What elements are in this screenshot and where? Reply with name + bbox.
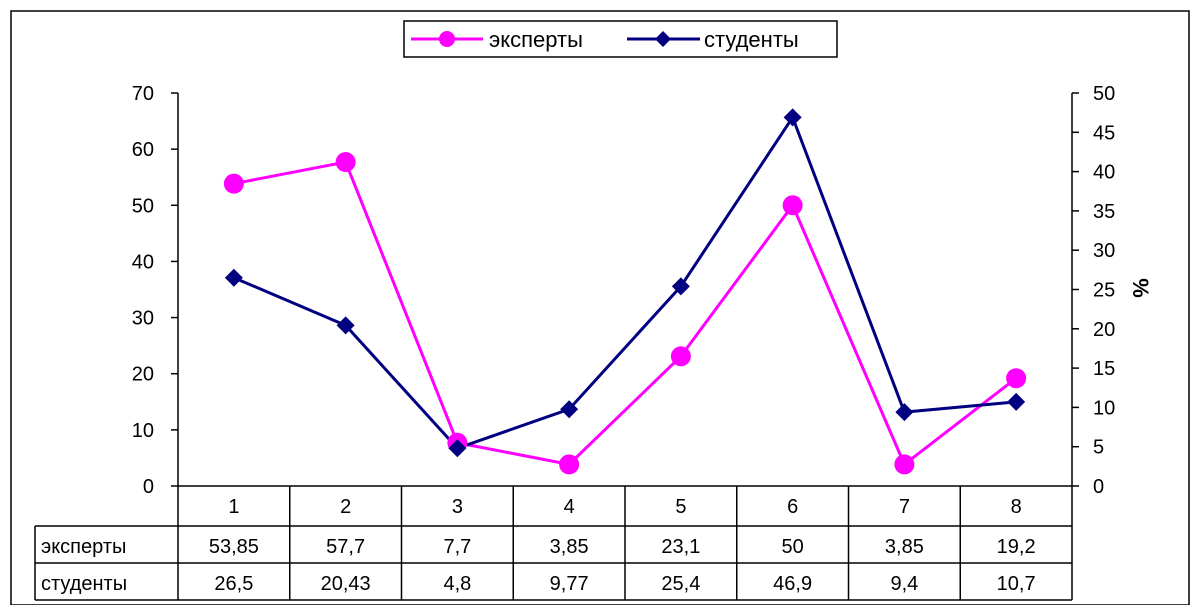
- y-right-tick-label: 5: [1093, 437, 1104, 459]
- y-right-tick-label: 50: [1093, 83, 1115, 105]
- table-cell: 19,2: [997, 536, 1036, 558]
- point-students: [336, 316, 355, 335]
- y-left-tick-label: 20: [132, 364, 154, 386]
- table-cell: 10,7: [997, 573, 1036, 595]
- table-cell: 46,9: [773, 573, 812, 595]
- point-experts: [223, 173, 244, 194]
- table-cell: 4,8: [443, 573, 471, 595]
- point-students: [783, 108, 802, 127]
- legend: эксперты студенты: [403, 20, 838, 58]
- x-tick-label: 4: [564, 496, 575, 518]
- x-tick-label: 5: [675, 496, 686, 518]
- point-students: [671, 277, 690, 296]
- y-left-tick-label: 0: [143, 476, 154, 498]
- x-tick-label: 1: [228, 496, 239, 518]
- table-row-label: студенты: [41, 573, 127, 595]
- series-line-students: [233, 114, 1017, 451]
- table-cell: 23,1: [661, 536, 700, 558]
- point-experts: [782, 195, 803, 216]
- point-experts: [559, 454, 580, 475]
- data-table: 1 2 3 4 5 6 7 8 эксперты 53,85 57,7 7,7 3,85 23,1 50 3,…: [34, 485, 1073, 601]
- x-tick-label: 2: [340, 496, 351, 518]
- series-line-experts: [233, 160, 1018, 467]
- table-cell: 53,85: [209, 536, 259, 558]
- table-cell: 7,7: [443, 536, 471, 558]
- table-cell: 3,85: [550, 536, 589, 558]
- y-left-tick-label: 10: [132, 420, 154, 442]
- y-right-tick-label: 25: [1093, 280, 1115, 302]
- point-students: [224, 268, 243, 287]
- y-left-tick-label: 70: [132, 83, 154, 105]
- table-cell: 57,7: [326, 536, 365, 558]
- y-right-tick-label: 45: [1093, 122, 1115, 144]
- y-right-tick-label: 0: [1093, 476, 1104, 498]
- table-cell: 26,5: [214, 573, 253, 595]
- chart-area: [10, 10, 1190, 605]
- y-right-tick-label: 20: [1093, 319, 1115, 341]
- y-right-tick-label: 35: [1093, 201, 1115, 223]
- y-left-tick-label: 40: [132, 251, 154, 273]
- table-cell: 25,4: [661, 573, 700, 595]
- axes: 0 10 20 30 40 50 60 70 0 5 10 15 20 25 30 35 40 45 50: [132, 83, 1116, 498]
- point-experts: [894, 454, 915, 475]
- point-experts: [335, 152, 356, 173]
- point-students: [1007, 392, 1026, 411]
- y-left-tick-label: 30: [132, 308, 154, 330]
- table-cell: 50: [782, 536, 804, 558]
- series-layer: [223, 108, 1027, 475]
- table-cell: 20,43: [321, 573, 371, 595]
- legend-marker-experts: [439, 31, 455, 47]
- y-right-tick-label: 15: [1093, 358, 1115, 380]
- right-axis-label: %: [1128, 278, 1153, 298]
- y-right-tick-label: 10: [1093, 397, 1115, 419]
- table-cell: 9,4: [890, 573, 918, 595]
- y-left-tick-label: 60: [132, 139, 154, 161]
- x-tick-label: 8: [1011, 496, 1022, 518]
- table-row-label: эксперты: [41, 536, 126, 558]
- x-tick-label: 6: [787, 496, 798, 518]
- x-tick-label: 7: [899, 496, 910, 518]
- legend-label-experts: эксперты: [489, 27, 583, 52]
- table-cell: 9,77: [550, 573, 589, 595]
- point-experts: [1006, 368, 1027, 389]
- point-students: [448, 439, 467, 458]
- table-cell: 3,85: [885, 536, 924, 558]
- legend-label-students: студенты: [704, 27, 799, 52]
- point-students: [560, 400, 579, 419]
- y-left-tick-label: 50: [132, 195, 154, 217]
- x-tick-label: 3: [452, 496, 463, 518]
- legend-marker-students: [655, 31, 671, 47]
- point-experts: [670, 346, 691, 367]
- y-right-tick-label: 30: [1093, 240, 1115, 262]
- point-students: [895, 403, 914, 422]
- y-right-tick-label: 40: [1093, 162, 1115, 184]
